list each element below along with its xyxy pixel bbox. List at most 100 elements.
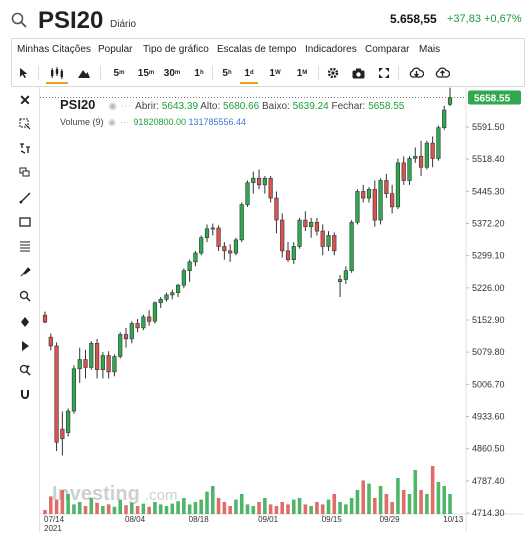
flag-icon[interactable] <box>15 337 35 355</box>
candle-body[interactable] <box>320 230 325 247</box>
candle-body[interactable] <box>60 428 65 440</box>
more-icon[interactable]: ⋯ <box>119 117 129 127</box>
candle-body[interactable] <box>187 261 192 271</box>
candle-body[interactable] <box>337 279 343 282</box>
candle-body[interactable] <box>418 155 424 168</box>
crosshair-icon[interactable] <box>15 115 35 133</box>
menu-indicators[interactable]: Indicadores <box>305 44 357 55</box>
candle-body[interactable] <box>314 221 320 232</box>
candle-body[interactable] <box>343 270 348 280</box>
candle-body[interactable] <box>141 316 146 329</box>
candle-body[interactable] <box>175 284 181 293</box>
candle-body[interactable] <box>256 177 262 186</box>
candle-body[interactable] <box>285 250 291 260</box>
candle-body[interactable] <box>239 204 244 241</box>
candle-body[interactable] <box>94 342 100 370</box>
candle-body[interactable] <box>135 323 140 329</box>
candle-body[interactable] <box>262 177 267 186</box>
candle-body[interactable] <box>66 410 71 433</box>
rectangle-icon[interactable] <box>15 213 35 231</box>
candle-body[interactable] <box>222 246 227 252</box>
candle-body[interactable] <box>395 162 401 208</box>
candle-body[interactable] <box>170 292 175 296</box>
more-icon[interactable]: ⋯ <box>120 101 131 112</box>
candle-body[interactable] <box>233 239 239 254</box>
candle-body[interactable] <box>274 197 279 221</box>
candle-body[interactable] <box>424 142 429 168</box>
candle-body[interactable] <box>407 158 412 181</box>
candle-body[interactable] <box>152 302 158 322</box>
candle-body[interactable] <box>326 235 331 247</box>
candle-body[interactable] <box>147 316 152 322</box>
candle-body[interactable] <box>355 191 360 223</box>
zoom-in-icon[interactable] <box>15 361 35 379</box>
candle-body[interactable] <box>413 155 418 159</box>
candle-body[interactable] <box>436 127 441 159</box>
candle-body[interactable] <box>309 221 314 227</box>
fullscreen-icon[interactable] <box>376 64 392 82</box>
candle-body[interactable] <box>158 298 163 304</box>
menu-compare[interactable]: Comparar <box>365 44 410 55</box>
interval-15m[interactable]: 15 m <box>137 67 155 79</box>
candle-body[interactable] <box>210 227 215 230</box>
gear-icon[interactable] <box>325 64 341 82</box>
candle-body[interactable] <box>100 355 105 370</box>
candle-body[interactable] <box>332 235 337 252</box>
candle-body[interactable] <box>245 182 250 205</box>
candle-body[interactable] <box>83 359 88 368</box>
candle-body[interactable] <box>390 193 395 208</box>
candle-body[interactable] <box>71 368 77 412</box>
candle-body[interactable] <box>106 355 111 373</box>
candle-body[interactable] <box>442 109 447 128</box>
candle-body[interactable] <box>430 142 435 159</box>
candle-body[interactable] <box>123 334 129 340</box>
measure-icon[interactable] <box>15 287 35 305</box>
candles-icon[interactable] <box>46 64 68 84</box>
candle-body[interactable] <box>401 162 406 181</box>
close-icon[interactable]: ✕ <box>19 91 31 108</box>
candle-body[interactable] <box>361 191 366 199</box>
menu-popular[interactable]: Popular <box>98 44 133 55</box>
candle-body[interactable] <box>366 188 372 199</box>
camera-icon[interactable] <box>350 64 366 82</box>
download-icon[interactable] <box>407 64 425 82</box>
candle-body[interactable] <box>118 334 123 357</box>
candle-body[interactable] <box>204 228 210 238</box>
magnet-icon[interactable] <box>15 385 35 403</box>
menu-time-scales[interactable]: Escalas de tempo <box>217 44 297 55</box>
candle-body[interactable] <box>280 219 285 252</box>
brush-icon[interactable] <box>15 263 35 281</box>
candle-body[interactable] <box>291 246 296 260</box>
candlestick-chart[interactable]: 5591.50 5518.40 5445.30 5372.20 5299.10 5226.… <box>40 87 523 532</box>
upload-icon[interactable] <box>433 64 451 82</box>
trendline-icon[interactable] <box>15 189 35 207</box>
candle-body[interactable] <box>48 336 53 347</box>
price-chart-panel[interactable]: PSI20 ◉ ⋯ Abrir: 5643.39 Alto: 5680.66 Ba… <box>40 87 523 532</box>
candle-body[interactable] <box>384 180 389 194</box>
candle-body[interactable] <box>349 221 354 271</box>
candle-body[interactable] <box>193 252 198 263</box>
pattern-icon[interactable] <box>15 139 35 157</box>
candle-body[interactable] <box>89 342 94 368</box>
marker-icon[interactable] <box>15 313 35 331</box>
candle-body[interactable] <box>303 219 308 227</box>
candle-body[interactable] <box>77 359 82 370</box>
eye-icon[interactable]: ◉ <box>108 117 116 127</box>
candle-body[interactable] <box>378 180 383 221</box>
fib-icon[interactable] <box>15 237 35 255</box>
candle-body[interactable] <box>42 314 48 323</box>
candle-body[interactable] <box>129 323 134 340</box>
candle-body[interactable] <box>447 96 453 105</box>
layers-icon[interactable] <box>15 163 35 181</box>
candle-body[interactable] <box>54 345 59 443</box>
candle-body[interactable] <box>251 177 256 183</box>
menu-more[interactable]: Mais <box>419 44 441 55</box>
mountain-icon[interactable] <box>74 64 94 82</box>
menu-my-quotes[interactable]: Minhas Citações <box>17 44 91 55</box>
candle-body[interactable] <box>181 270 186 286</box>
